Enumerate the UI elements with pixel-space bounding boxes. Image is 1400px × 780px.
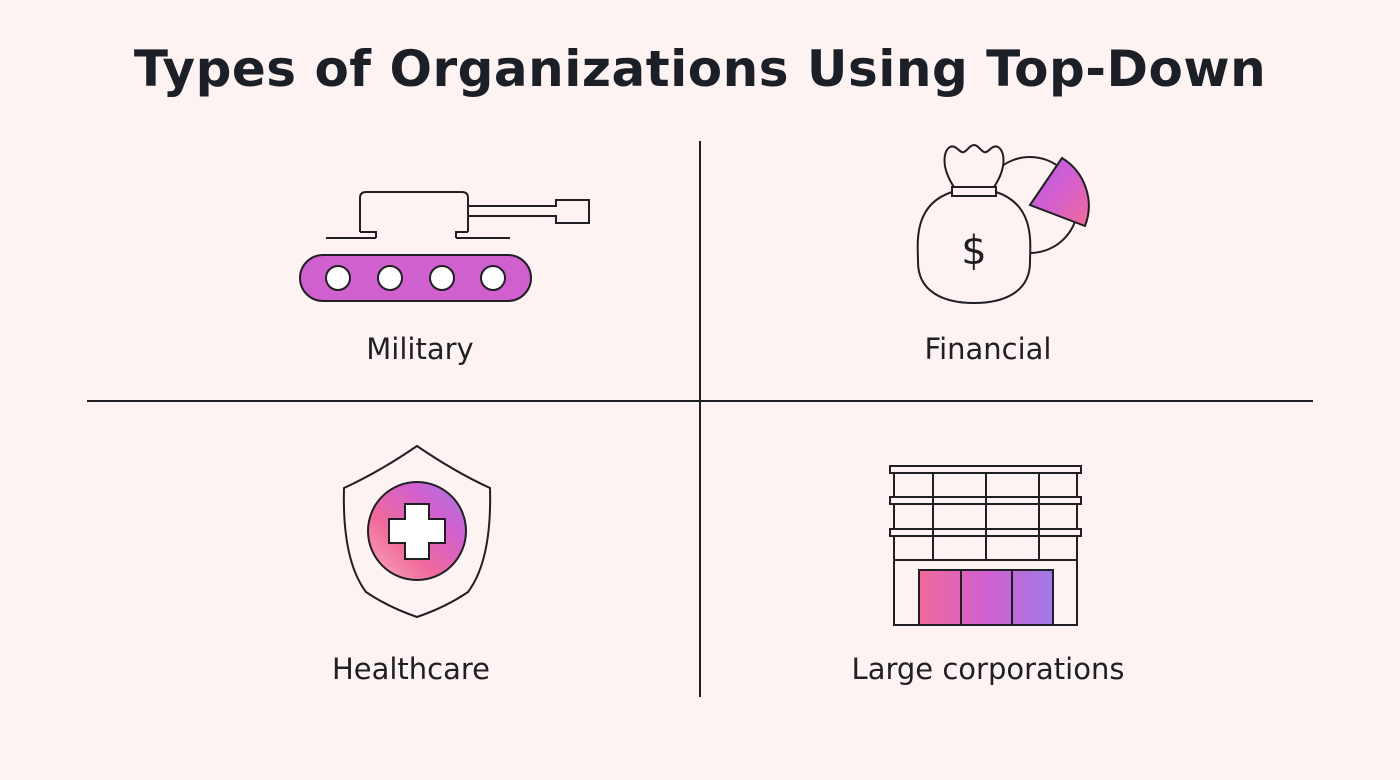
quadrant-large-corporations: Large corporations <box>700 400 1400 780</box>
office-building-icon <box>889 465 1082 626</box>
horizontal-divider <box>87 400 1313 402</box>
page-title: Types of Organizations Using Top-Down <box>133 40 1267 98</box>
label-large-corporations: Large corporations <box>851 652 1125 686</box>
label-military: Military <box>366 332 474 366</box>
label-healthcare: Healthcare <box>331 652 491 686</box>
svg-text:$: $ <box>961 228 986 274</box>
medical-shield-icon <box>342 444 492 619</box>
label-financial: Financial <box>924 332 1052 366</box>
quadrant-financial: $ Financial <box>700 0 1400 400</box>
vertical-divider <box>699 141 701 697</box>
money-bag-pie-chart-icon: $ <box>916 143 1090 305</box>
quadrant-military: Military <box>0 0 700 400</box>
tank-icon <box>299 191 590 302</box>
quadrant-healthcare: Healthcare <box>0 400 700 780</box>
